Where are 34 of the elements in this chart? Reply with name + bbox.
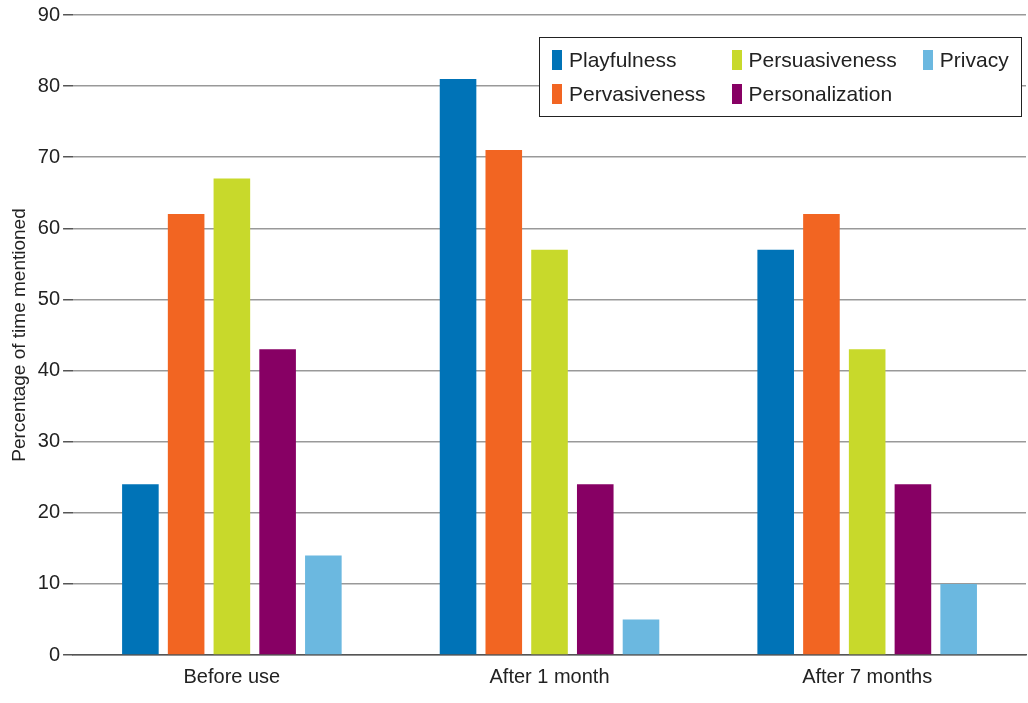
bar (485, 150, 523, 655)
bar (259, 349, 296, 655)
bar (439, 79, 477, 655)
y-tick-label: 70 (37, 144, 61, 167)
y-tick-label: 40 (37, 358, 61, 381)
x-tick-label: Before use (183, 664, 281, 687)
bar (531, 249, 568, 655)
y-axis-title: Percentage of time mentioned (7, 208, 29, 462)
bar (122, 484, 159, 655)
y-tick-label: 20 (37, 500, 61, 523)
bar (213, 178, 251, 655)
y-tick-label: 90 (37, 2, 61, 25)
legend-label: Playfulness (569, 48, 677, 72)
bar (305, 555, 342, 655)
x-tick-label: After 1 month (489, 664, 610, 687)
legend-label: Personalization (748, 82, 893, 106)
legend-label: Privacy (939, 48, 1009, 72)
bar (167, 214, 205, 655)
x-tick-label: After 7 months (802, 664, 933, 687)
y-tick-label: 60 (37, 215, 61, 238)
legend-label: Pervasiveness (569, 82, 706, 106)
bar (940, 583, 977, 655)
legend-label: Persuasiveness (748, 48, 897, 72)
bar (848, 349, 886, 655)
y-tick-label: 0 (48, 642, 61, 665)
y-tick-label: 50 (37, 286, 61, 309)
y-tick-label: 30 (37, 429, 61, 452)
bar (757, 249, 794, 655)
bar (622, 619, 660, 655)
bar (576, 484, 614, 655)
y-tick-label: 10 (37, 571, 61, 594)
bar (894, 484, 932, 655)
y-tick-label: 80 (37, 73, 61, 96)
bar (803, 214, 840, 655)
